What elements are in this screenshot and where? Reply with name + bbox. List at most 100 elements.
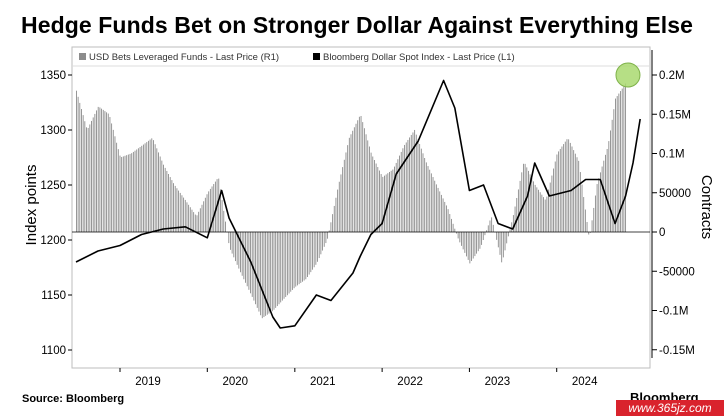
- bar: [131, 153, 133, 232]
- bar: [399, 155, 400, 232]
- left-axis-ticks: 1100 1150 1200 1250 1300 1350: [40, 70, 72, 357]
- bar: [420, 148, 422, 232]
- bar: [409, 137, 411, 232]
- bar: [372, 156, 374, 232]
- bar: [541, 194, 543, 232]
- bar: [375, 163, 377, 232]
- bar: [107, 113, 109, 232]
- bar: [241, 232, 243, 276]
- bar: [397, 159, 399, 232]
- bar: [558, 151, 560, 232]
- bar: [546, 196, 548, 232]
- right-tick-label: 0.15M: [659, 109, 691, 121]
- bar: [394, 166, 395, 232]
- bar: [459, 232, 461, 243]
- left-tick-label: 1100: [41, 345, 66, 357]
- bar: [528, 170, 529, 232]
- bar: [430, 173, 432, 232]
- bar: [561, 146, 563, 232]
- bar: [76, 90, 77, 232]
- bar: [124, 155, 126, 232]
- bar: [97, 106, 99, 232]
- bar: [84, 121, 86, 232]
- bar: [461, 232, 462, 246]
- watermark: www.365jz.com: [616, 400, 724, 416]
- bar: [92, 117, 94, 232]
- bar: [174, 185, 176, 232]
- bar: [367, 140, 369, 232]
- bar: [606, 148, 608, 232]
- bar: [119, 155, 121, 232]
- bar: [94, 113, 96, 232]
- right-axis-ticks: -0.15M -0.1M -50000 0 50000 0.1M 0.15M 0.2M: [652, 70, 695, 357]
- bar: [579, 172, 581, 232]
- bar: [536, 187, 538, 232]
- bar: [193, 212, 195, 232]
- bar: [365, 134, 367, 232]
- legend-swatch-bars: [79, 53, 86, 60]
- bar: [380, 174, 382, 232]
- bar: [424, 158, 426, 232]
- bar: [330, 222, 332, 232]
- bar: [231, 232, 233, 254]
- bar: [285, 232, 287, 297]
- bar: [286, 232, 288, 296]
- legend: USD Bets Leveraged Funds - Last Price (R…: [79, 52, 515, 63]
- bar: [362, 122, 364, 232]
- bar: [594, 195, 596, 232]
- highlight-circle: [615, 62, 641, 88]
- bar: [147, 140, 149, 232]
- bar: [563, 144, 565, 232]
- bar: [168, 174, 169, 232]
- bar: [353, 127, 355, 232]
- bar: [539, 192, 541, 232]
- bar: [194, 214, 196, 232]
- bar: [499, 232, 501, 255]
- bar: [335, 197, 337, 232]
- bar: [213, 184, 215, 232]
- bar: [223, 210, 225, 232]
- source-note: Source: Bloomberg: [22, 393, 125, 405]
- bar: [467, 232, 469, 260]
- bar: [96, 110, 97, 232]
- bar: [161, 160, 163, 232]
- bar: [154, 144, 156, 232]
- bar: [569, 142, 571, 232]
- bar: [427, 166, 429, 232]
- left-tick-label: 1150: [41, 290, 66, 302]
- bar: [347, 145, 349, 232]
- left-tick-label: 1300: [40, 125, 66, 137]
- bar: [136, 149, 138, 232]
- bar: [447, 209, 449, 232]
- bar: [77, 96, 79, 232]
- bar: [288, 232, 290, 294]
- x-tick-label: 2020: [223, 376, 249, 388]
- bar: [444, 201, 446, 232]
- bar: [166, 170, 168, 232]
- bar: [522, 163, 524, 232]
- bar: [233, 232, 235, 258]
- bar: [132, 151, 134, 232]
- bar: [112, 129, 114, 232]
- bar: [142, 144, 144, 232]
- bar: [469, 232, 471, 264]
- bar: [101, 108, 103, 232]
- bar: [156, 148, 158, 232]
- right-tick-label: -0.15M: [659, 345, 695, 357]
- bar: [158, 152, 159, 232]
- bar: [290, 232, 292, 292]
- bar: [179, 192, 181, 232]
- right-tick-label: 0.2M: [659, 70, 685, 82]
- bar: [454, 228, 456, 232]
- bar: [412, 132, 414, 232]
- bar: [303, 232, 305, 281]
- bar: [340, 174, 342, 232]
- bar: [184, 199, 186, 232]
- bar: [425, 162, 427, 232]
- bar: [99, 107, 101, 232]
- bar: [300, 232, 302, 283]
- bar: [456, 232, 457, 234]
- bar: [512, 215, 514, 232]
- bar: [153, 140, 154, 232]
- bar: [263, 232, 265, 318]
